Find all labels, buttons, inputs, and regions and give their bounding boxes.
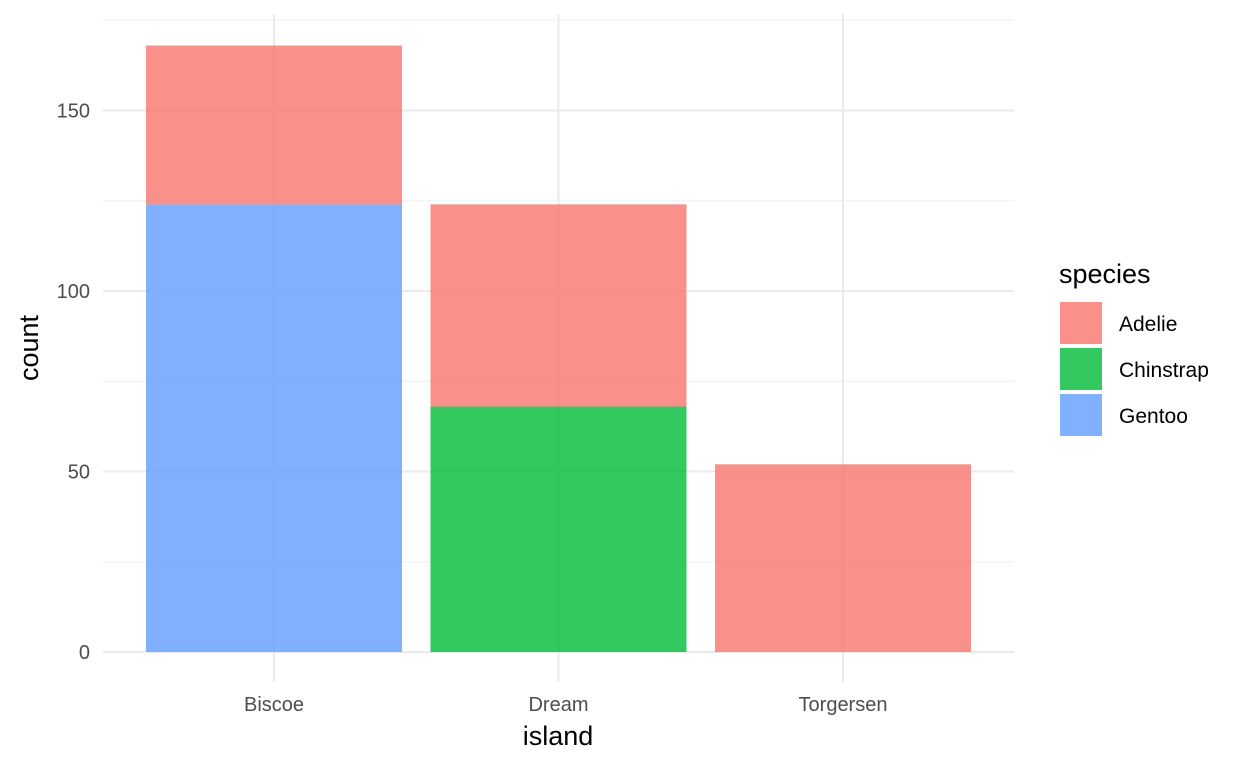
legend-key-adelie <box>1060 302 1102 344</box>
y-tick-label: 100 <box>57 281 90 303</box>
legend-label-gentoo: Gentoo <box>1119 405 1188 428</box>
legend-key-chinstrap <box>1060 348 1102 390</box>
x-axis-title: island <box>523 721 594 751</box>
y-axis-title: count <box>14 314 44 381</box>
y-tick-label: 150 <box>57 101 90 123</box>
legend: species Adelie Chinstrap Gentoo <box>1059 259 1209 436</box>
x-tick-label: Biscoe <box>244 694 304 716</box>
legend-label-adelie: Adelie <box>1119 313 1177 336</box>
x-tick-label: Dream <box>528 694 588 716</box>
bar-biscoe-gentoo <box>146 204 402 653</box>
bar-biscoe-adelie <box>146 45 402 205</box>
legend-label-chinstrap: Chinstrap <box>1119 359 1209 382</box>
legend-key-gentoo <box>1060 394 1102 436</box>
bar-dream-adelie <box>430 204 687 407</box>
bar-dream-chinstrap <box>430 406 687 652</box>
bars-layer <box>146 45 971 653</box>
axis-layer: 0 50 100 150 Biscoe Dream Torgersen <box>57 101 888 717</box>
legend-title: species <box>1059 259 1151 289</box>
bar-torgersen-adelie <box>715 464 971 652</box>
x-tick-label: Torgersen <box>799 694 888 716</box>
y-tick-label: 0 <box>79 642 90 664</box>
y-tick-label: 50 <box>68 462 90 484</box>
